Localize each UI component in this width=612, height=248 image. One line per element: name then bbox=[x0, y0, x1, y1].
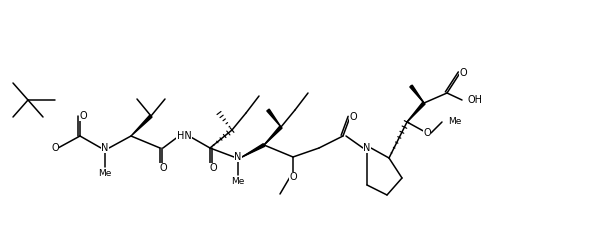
Text: N: N bbox=[234, 152, 242, 162]
Polygon shape bbox=[264, 126, 282, 145]
Polygon shape bbox=[131, 115, 152, 136]
Text: HN: HN bbox=[177, 131, 192, 141]
Text: O: O bbox=[159, 163, 167, 173]
Text: O: O bbox=[289, 172, 297, 182]
Text: O: O bbox=[79, 111, 87, 121]
Text: N: N bbox=[364, 143, 371, 153]
Text: O: O bbox=[459, 68, 467, 78]
Text: Me: Me bbox=[448, 118, 461, 126]
Text: N: N bbox=[102, 143, 109, 153]
Text: Me: Me bbox=[99, 169, 111, 178]
Text: OH: OH bbox=[468, 95, 483, 105]
Polygon shape bbox=[410, 85, 424, 103]
Text: O: O bbox=[51, 143, 59, 153]
Polygon shape bbox=[242, 144, 265, 157]
Text: O: O bbox=[423, 128, 431, 138]
Text: Me: Me bbox=[231, 177, 245, 186]
Polygon shape bbox=[267, 109, 281, 127]
Text: O: O bbox=[349, 112, 357, 122]
Text: O: O bbox=[209, 163, 217, 173]
Polygon shape bbox=[407, 102, 425, 122]
